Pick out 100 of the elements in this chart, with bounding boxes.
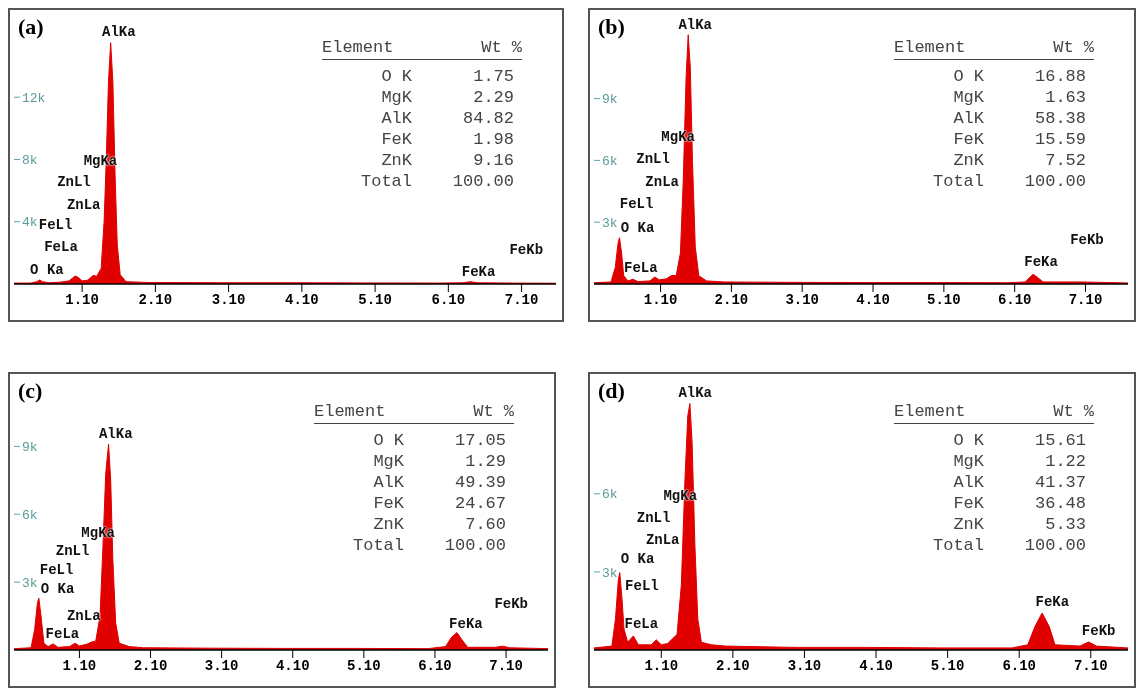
annotation: ZnK [380,150,413,171]
annotation: AlK [380,108,413,129]
annotation: FeKa [461,263,496,280]
annotation: 41.37 [1034,472,1087,493]
annotation: ZnLl [55,542,90,559]
x-tick-label: 4.10 [275,657,310,674]
annotation: ZnLa [645,531,680,548]
annotation: 100.00 [1023,535,1087,556]
annotation: FeLl [39,561,74,578]
annotation: O Ka [620,550,655,567]
chart-title: (d) [598,378,625,404]
annotation: 36.48 [1034,493,1087,514]
annotation: 100.00 [443,535,507,556]
y-tick-label: 6k [22,507,38,523]
x-tick-label: 7.10 [504,291,539,308]
x-tick-label: 5.10 [358,291,392,308]
annotation: FeK [952,493,985,514]
chart-title: (b) [598,14,625,40]
annotation: Element [894,402,967,421]
chart-title: (a) [18,14,44,40]
annotation: FeLl [625,577,659,594]
y-tick-label: 12k [22,90,46,106]
annotation: 9.16 [472,150,515,171]
annotation: FeLa [624,259,658,276]
annotation: O Ka [30,261,64,278]
x-tick-label: 7.10 [1073,657,1108,674]
annotation: FeKb [1070,231,1104,248]
x-tick-label: 7.10 [489,657,523,674]
y-tick-label: 3k [22,575,38,591]
y-tick-label: 9k [602,92,618,108]
x-tick-label: 2.10 [133,657,168,674]
annotation: FeKb [509,241,544,258]
x-tick-label: 6.10 [418,657,452,674]
annotation: Total [932,171,985,192]
x-tick-label: 1.10 [62,657,97,674]
annotation: 15.59 [1034,129,1087,150]
annotation: O K [952,430,985,451]
x-tick-label: 2.10 [138,291,173,308]
annotation: 7.52 [1044,150,1087,171]
annotation: 84.82 [462,108,515,129]
annotation: Total [352,535,405,556]
annotation: Element [894,38,967,57]
x-tick-label: 3.10 [211,291,246,308]
annotation: 49.39 [454,472,507,493]
annotation: Total [360,171,413,192]
annotation: AlK [952,108,985,129]
annotation: 17.05 [454,430,507,451]
annotation: 1.75 [472,66,515,87]
annotation: ZnLl [57,173,91,190]
x-tick-label: 6.10 [1002,657,1036,674]
annotation: 24.67 [454,493,507,514]
y-tick-label: 6k [602,487,618,503]
annotation: AlKa [98,425,133,442]
annotation: FeK [952,129,985,150]
x-tick-label: 7.10 [1068,291,1103,308]
x-tick-label: 6.10 [997,291,1032,308]
annotation: 58.38 [1034,108,1087,129]
annotation: FeK [372,493,405,514]
y-tick-label: 3k [602,565,618,581]
annotation: FeLl [619,195,654,212]
annotation: ZnLl [636,150,670,167]
y-tick-label: 8k [22,153,38,169]
annotation: O Ka [40,580,75,597]
x-tick-label: 1.10 [65,291,99,308]
annotation: Wt % [472,402,514,421]
x-tick-label: 4.10 [285,291,319,308]
annotation: ZnLa [66,196,101,213]
annotation: 15.61 [1034,430,1087,451]
x-tick-label: 1.10 [644,657,679,674]
chart-title: (c) [18,378,43,404]
annotation: AlK [372,472,405,493]
annotation: ZnK [372,514,405,535]
annotation: MgK [372,451,405,472]
annotation: Element [322,38,395,57]
annotation: MgK [380,87,413,108]
annotation: FeLa [44,238,78,255]
y-tick-label: 3k [602,215,618,231]
x-tick-label: 2.10 [716,657,750,674]
y-tick-label: 9k [22,440,38,456]
annotation: O K [380,66,413,87]
annotation: MgK [952,87,985,108]
annotation: 1.22 [1044,451,1087,472]
annotation: Wt % [1052,38,1094,57]
annotation: ZnK [952,150,985,171]
annotation: ZnK [952,514,985,535]
annotation: 7.60 [464,514,507,535]
annotation: 1.29 [464,451,507,472]
annotation: O K [952,66,985,87]
x-tick-label: 5.10 [347,657,381,674]
x-tick-label: 4.10 [856,291,890,308]
x-tick-label: 4.10 [859,657,893,674]
annotation: Wt % [1052,402,1094,421]
y-tick-label: 4k [22,215,38,231]
x-tick-label: 5.10 [930,657,965,674]
annotation: 16.88 [1034,66,1087,87]
x-tick-label: 2.10 [714,291,749,308]
annotation: Total [932,535,985,556]
annotation: 1.63 [1044,87,1087,108]
annotation: FeKb [1081,622,1116,639]
annotation: FeKa [1035,593,1070,610]
